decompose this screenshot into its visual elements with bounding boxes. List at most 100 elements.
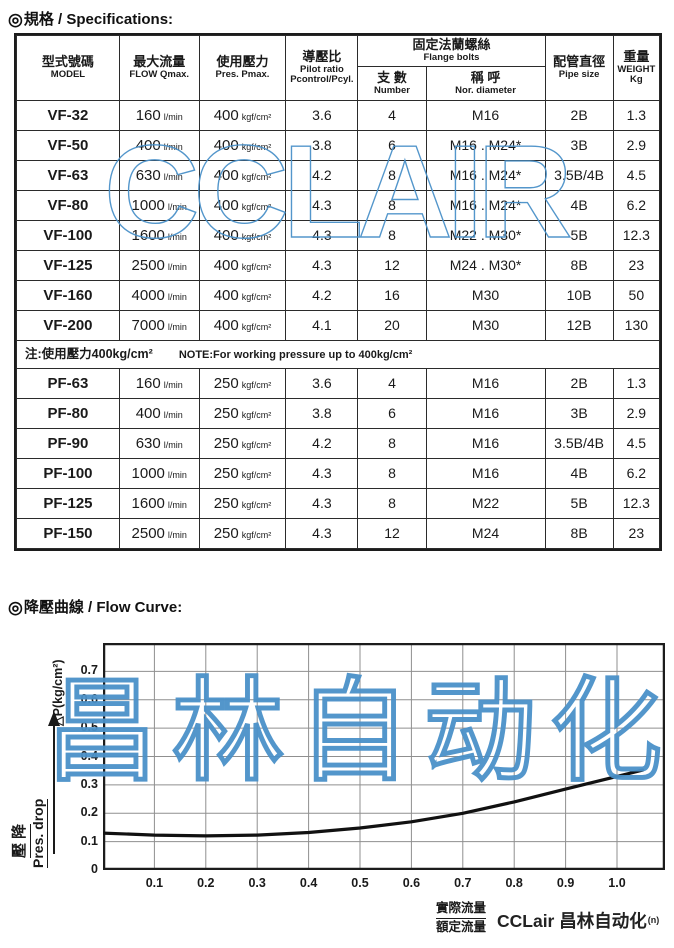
x-tick-label: 0.3 (248, 876, 266, 890)
pilot-ratio-cell: 4.1 (285, 310, 359, 341)
table-row: VF-200 7000 l/min 400 kgf/cm² 4.1 20 M30 12B 130 (16, 310, 661, 341)
model-cell: VF-200 (16, 310, 120, 341)
pilot-ratio-cell: 4.3 (285, 458, 359, 489)
bullseye-icon: ◎ (8, 598, 23, 617)
col-header-pressure: 使用壓力 Pres. Pmax. (198, 35, 287, 101)
model-cell: VF-160 (16, 280, 120, 311)
bolt-diameter-cell: M16 (425, 398, 546, 429)
y-tick-label: 0.4 (80, 748, 98, 763)
y-axis-side-label-zh: 壓 降 (8, 823, 31, 858)
pilot-ratio-cell: 4.3 (285, 250, 359, 281)
y-tick-label: 0.2 (80, 805, 98, 820)
weight-cell: 2.9 (612, 398, 661, 429)
pilot-ratio-cell: 3.6 (285, 100, 359, 131)
flow-cell: 1600 l/min (118, 220, 200, 251)
table-row: VF-63 630 l/min 400 kgf/cm² 4.2 8 M16 . M24* 3.5… (16, 160, 661, 191)
weight-cell: 23 (612, 518, 661, 549)
flow-cell: 4000 l/min (118, 280, 200, 311)
flow-cell: 2500 l/min (118, 518, 200, 549)
fraction-numerator: 實際流量 (436, 901, 487, 915)
table-row: PF-63 160 l/min 250 kgf/cm² 3.6 4 M16 2B 1.3 (16, 368, 661, 399)
bullseye-icon: ◎ (8, 10, 23, 29)
model-cell: PF-125 (16, 488, 120, 519)
col-header-bolt-diameter: 稱 呼 Nor. diameter (425, 66, 546, 101)
curve-section-heading: ◎降壓曲線 / Flow Curve: (8, 596, 182, 618)
col-header-pipe-size: 配管直徑 Pipe size (544, 35, 614, 101)
x-tick-label: 0.6 (402, 876, 421, 890)
bolt-diameter-cell: M30 (425, 310, 546, 341)
x-tick-label: 1.0 (608, 876, 626, 890)
pipe-size-cell: 4B (544, 458, 614, 489)
spec-heading-text: 規格 / Specifications: (23, 11, 174, 28)
x-axis-suffix: (n) (647, 915, 660, 925)
pipe-size-cell: 2B (544, 368, 614, 399)
pipe-size-cell: 4B (544, 190, 614, 221)
col-header-flange-bolts: 固定法蘭螺絲 Flange bolts (357, 35, 546, 67)
spec-table-body: VF-32 160 l/min 400 kgf/cm² 3.6 4 M16 2B 1.3 VF-50… (16, 100, 661, 549)
weight-cell: 4.5 (612, 428, 661, 459)
pilot-ratio-cell: 4.3 (285, 220, 359, 251)
pipe-size-cell: 3.5B/4B (544, 160, 614, 191)
pilot-ratio-cell: 4.2 (285, 160, 359, 191)
bolt-diameter-cell: M22 . M30* (425, 220, 546, 251)
flow-cell: 1600 l/min (118, 488, 200, 519)
pipe-size-cell: 3B (544, 130, 614, 161)
x-tick-label: 0.8 (505, 876, 523, 890)
bolt-number-cell: 4 (357, 368, 427, 399)
curve-heading-text: 降壓曲線 / Flow Curve: (23, 599, 183, 616)
fraction-bar (436, 917, 487, 919)
pressure-cell: 400 kgf/cm² (198, 250, 287, 281)
x-tick-label: 0.4 (299, 876, 318, 890)
plot-border (102, 642, 666, 871)
pipe-size-cell: 5B (544, 220, 614, 251)
y-tick-label: 0.7 (80, 663, 98, 678)
flow-cell: 160 l/min (118, 368, 200, 399)
note-cell: 注:使用壓力400kg/cm² NOTE:For working pressure… (16, 340, 660, 369)
bolt-diameter-cell: M16 . M24* (425, 130, 546, 161)
bolt-diameter-cell: M16 . M24* (425, 190, 546, 221)
y-tick-label: 0 (91, 862, 98, 876)
pipe-size-cell: 5B (544, 488, 614, 519)
pilot-ratio-cell: 4.2 (285, 428, 359, 459)
pilot-ratio-cell: 3.8 (285, 130, 359, 161)
weight-cell: 50 (612, 280, 661, 311)
bolt-diameter-cell: M16 (425, 428, 546, 459)
flow-cell: 2500 l/min (118, 250, 200, 281)
model-cell: PF-80 (16, 398, 120, 429)
model-cell: VF-80 (16, 190, 120, 221)
pipe-size-cell: 8B (544, 250, 614, 281)
table-row: VF-50 400 l/min 400 kgf/cm² 3.8 6 M16 . M24* 3B 2… (16, 130, 661, 161)
weight-cell: 12.3 (612, 488, 661, 519)
bolt-diameter-cell: M16 . M24* (425, 160, 546, 191)
pressure-cell: 250 kgf/cm² (198, 488, 287, 519)
weight-cell: 23 (612, 250, 661, 281)
pressure-cell: 400 kgf/cm² (198, 160, 287, 191)
model-cell: VF-32 (16, 100, 120, 131)
table-row: VF-125 2500 l/min 400 kgf/cm² 4.3 12 M24 . M30*… (16, 250, 661, 281)
model-cell: VF-63 (16, 160, 120, 191)
bolt-diameter-cell: M30 (425, 280, 546, 311)
pilot-ratio-cell: 4.3 (285, 488, 359, 519)
x-axis-title-fraction: 實際流量 額定流量 (436, 901, 487, 935)
col-header-flow: 最大流量 FLOW Qmax. (118, 35, 200, 101)
weight-cell: 2.9 (612, 130, 661, 161)
bolt-diameter-cell: M24 (425, 518, 546, 549)
brand-text: CCLair 昌林自动化(n) (497, 908, 659, 933)
bolt-number-cell: 6 (357, 130, 427, 161)
pressure-cell: 400 kgf/cm² (198, 130, 287, 161)
bolt-number-cell: 12 (357, 518, 427, 549)
y-axis-side-label-en: Pres. drop (30, 798, 48, 868)
weight-cell: 6.2 (612, 190, 661, 221)
weight-cell: 1.3 (612, 368, 661, 399)
y-tick-label: 0.1 (80, 833, 98, 848)
weight-cell: 130 (612, 310, 661, 341)
weight-cell: 1.3 (612, 100, 661, 131)
spec-section-heading: ◎規格 / Specifications: (8, 8, 173, 30)
weight-cell: 12.3 (612, 220, 661, 251)
pilot-ratio-cell: 3.8 (285, 398, 359, 429)
bolt-diameter-cell: M22 (425, 488, 546, 519)
pipe-size-cell: 10B (544, 280, 614, 311)
pipe-size-cell: 3.5B/4B (544, 428, 614, 459)
y-axis-arrow-icon (48, 711, 60, 726)
